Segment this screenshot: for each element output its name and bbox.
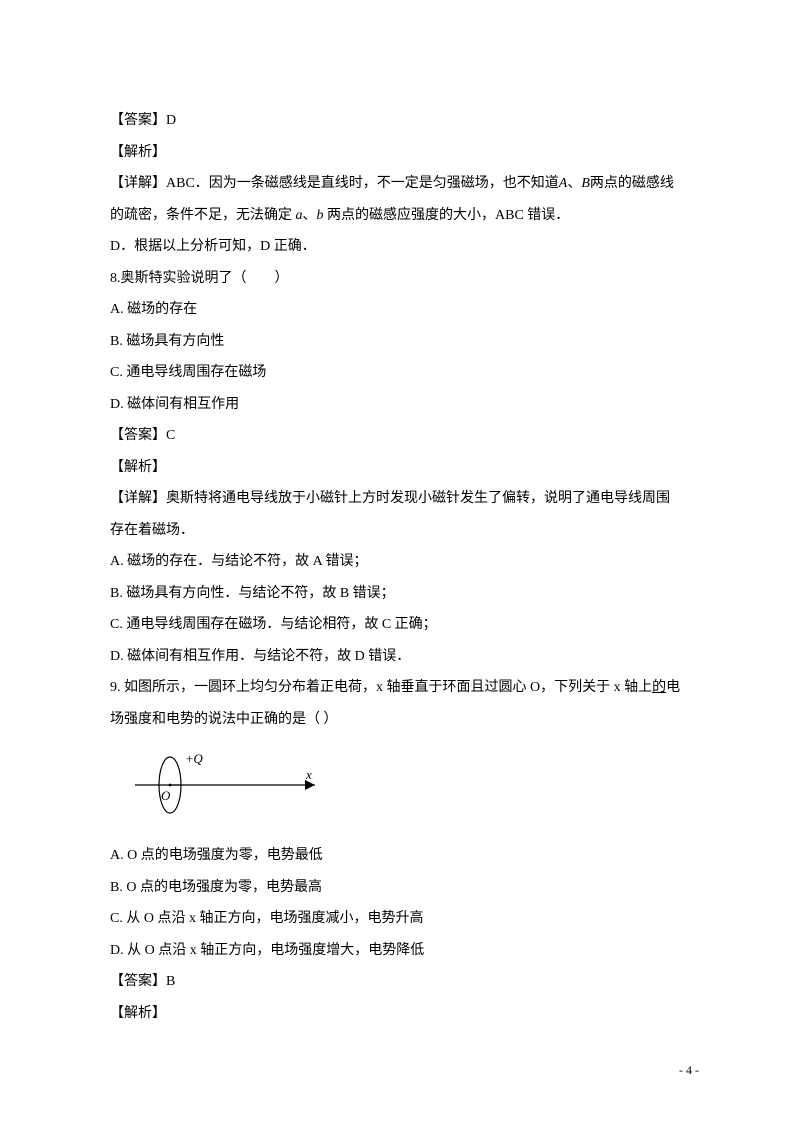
var-a: a — [296, 208, 303, 223]
q8-option-b: B. 磁场具有方向性 — [110, 326, 684, 358]
analysis-7-detail-2: 的疏密，条件不足，无法确定 a、b 两点的磁感应强度的大小，ABC 错误． — [110, 200, 684, 232]
text: 的疏密，条件不足，无法确定 — [110, 208, 296, 223]
q8-exp-b: B. 磁场具有方向性．与结论不符，故 B 错误； — [110, 578, 684, 610]
text: 电 — [666, 680, 680, 695]
q8-exp-d: D. 磁体间有相互作用．与结论不符，故 D 错误． — [110, 641, 684, 673]
analysis-7-header: 【解析】 — [110, 137, 684, 169]
analysis-7-detail-1: 【详解】ABC．因为一条磁感线是直线时，不一定是匀强磁场，也不知道A、B两点的磁… — [110, 168, 684, 200]
q8-exp-a: A. 磁场的存在．与结论不符，故 A 错误； — [110, 546, 684, 578]
text-underline: 的 — [652, 680, 666, 695]
q8-exp-c: C. 通电导线周围存在磁场．与结论相符，故 C 正确； — [110, 609, 684, 641]
q8-option-d: D. 磁体间有相互作用 — [110, 389, 684, 421]
text: 两点的磁感线 — [590, 176, 674, 191]
q8-option-a: A. 磁场的存在 — [110, 294, 684, 326]
text: 9. 如图所示，一圆环上均匀分布着正电荷，x 轴垂直于环面且过圆心 O，下列关于… — [110, 680, 652, 695]
svg-text:x: x — [305, 767, 312, 782]
q9-option-c: C. 从 O 点沿 x 轴正方向，电场强度减小，电势升高 — [110, 903, 684, 935]
q9-stem-2: 场强度和电势的说法中正确的是（ ） — [110, 704, 684, 736]
q9-answer: 【答案】B — [110, 966, 684, 998]
var-B: B — [581, 176, 590, 191]
var-b: b — [317, 208, 324, 223]
page-number: - 4 - — [679, 1063, 699, 1078]
q9-stem-1: 9. 如图所示，一圆环上均匀分布着正电荷，x 轴垂直于环面且过圆心 O，下列关于… — [110, 672, 684, 704]
q8-analysis-header: 【解析】 — [110, 452, 684, 484]
q8-detail-2: 存在着磁场． — [110, 515, 684, 547]
text: 【详解】ABC．因为一条磁感线是直线时，不一定是匀强磁场，也不知道 — [110, 176, 559, 191]
q9-option-a: A. O 点的电场强度为零，电势最低 — [110, 840, 684, 872]
q8-stem: 8.奥斯特实验说明了（ ） — [110, 263, 684, 295]
analysis-7-detail-3: D．根据以上分析可知，D 正确． — [110, 231, 684, 263]
q9-diagram: +Q x O — [130, 745, 684, 830]
q9-option-b: B. O 点的电场强度为零，电势最高 — [110, 872, 684, 904]
text: 、 — [303, 208, 317, 223]
q9-option-d: D. 从 O 点沿 x 轴正方向，电场强度增大，电势降低 — [110, 935, 684, 967]
ring-diagram-svg: +Q x O — [130, 745, 330, 825]
q9-analysis-header: 【解析】 — [110, 998, 684, 1030]
svg-text:+Q: +Q — [186, 751, 203, 766]
q8-option-c: C. 通电导线周围存在磁场 — [110, 357, 684, 389]
svg-text:O: O — [161, 788, 171, 803]
q8-answer: 【答案】C — [110, 420, 684, 452]
page-container: 【答案】D 【解析】 【详解】ABC．因为一条磁感线是直线时，不一定是匀强磁场，… — [0, 0, 794, 1123]
text: 两点的磁感应强度的大小，ABC 错误． — [324, 208, 570, 223]
text: 、 — [567, 176, 581, 191]
answer-7: 【答案】D — [110, 105, 684, 137]
q8-detail-1: 【详解】奥斯特将通电导线放于小磁针上方时发现小磁针发生了偏转，说明了通电导线周围 — [110, 483, 684, 515]
